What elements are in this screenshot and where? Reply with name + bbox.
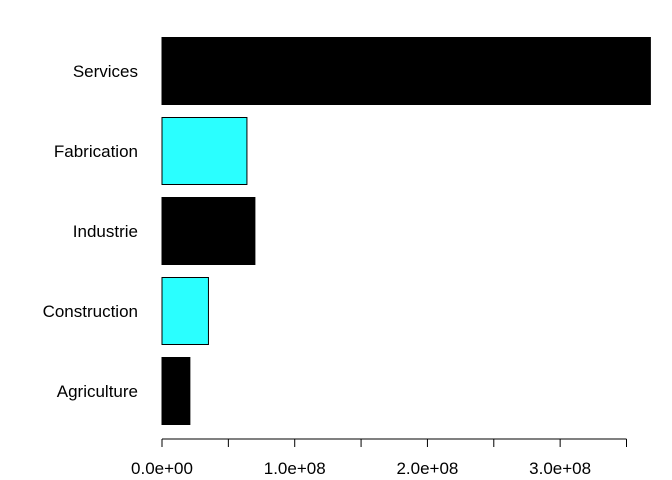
category-label-construction: Construction: [43, 302, 138, 321]
category-labels: Agriculture Construction Industrie Fabricat…: [43, 62, 138, 401]
bar-construction: [161, 277, 209, 345]
bar-services: [161, 37, 651, 105]
category-label-services: Services: [73, 62, 138, 81]
bars-group: [161, 37, 651, 425]
category-label-industrie: Industrie: [73, 222, 138, 241]
x-tick-label-0: 0.0e+00: [131, 459, 193, 478]
bar-industrie: [161, 197, 256, 265]
x-tick-label-3: 3.0e+08: [529, 459, 591, 478]
x-tick-label-1: 1.0e+08: [264, 459, 326, 478]
x-axis: 0.0e+00 1.0e+08 2.0e+08 3.0e+08: [131, 438, 627, 478]
bar-fabrication: [161, 117, 248, 185]
category-label-fabrication: Fabrication: [54, 142, 138, 161]
category-label-agriculture: Agriculture: [57, 382, 138, 401]
bar-agriculture: [161, 357, 191, 425]
x-tick-label-2: 2.0e+08: [396, 459, 458, 478]
